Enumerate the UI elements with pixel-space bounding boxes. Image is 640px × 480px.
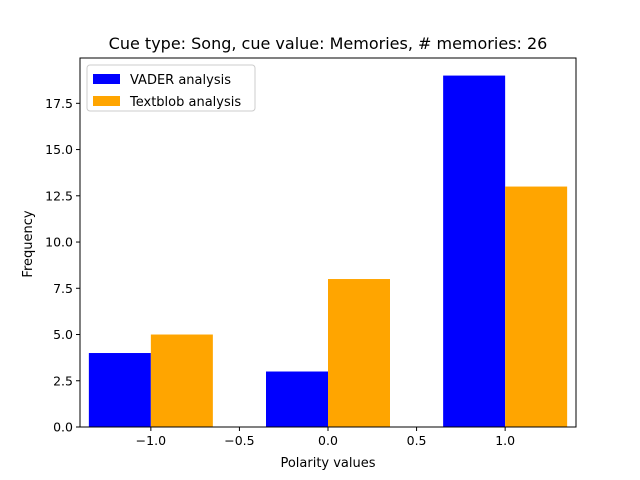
y-tick-label: 10.0 — [45, 235, 73, 250]
bar-vader-0 — [88, 353, 151, 427]
y-tick-label: 5.0 — [53, 327, 73, 342]
x-tick-label: 0.5 — [407, 433, 427, 448]
y-tick-label: 0.0 — [53, 420, 73, 435]
chart-title: Cue type: Song, cue value: Memories, # m… — [109, 34, 548, 53]
bar-vader-2 — [443, 75, 506, 428]
y-tick-label: 7.5 — [53, 281, 73, 296]
y-axis-label: Frequency — [21, 210, 36, 277]
legend-label-textblob: Textblob analysis — [129, 95, 241, 110]
axes-layer: −1.0 −0.5 0.0 0.5 1.0 0.0 2.5 5.0 7.5 10.0 12.5 15.… — [45, 57, 577, 448]
legend-swatch-textblob — [93, 96, 120, 106]
x-tick-label: −1.0 — [136, 433, 166, 448]
x-tick-label: −0.5 — [224, 433, 254, 448]
x-tick-label: 1.0 — [495, 433, 515, 448]
bar-textblob-0 — [150, 334, 213, 427]
legend-label-vader: VADER analysis — [130, 73, 231, 88]
x-tick-label: 0.0 — [318, 433, 338, 448]
bar-textblob-2 — [505, 186, 568, 427]
bar-textblob-1 — [328, 279, 390, 427]
legend-swatch-vader — [93, 74, 120, 84]
y-tick-label: 12.5 — [45, 188, 73, 203]
bars-layer — [88, 75, 568, 428]
y-tick-label: 15.0 — [45, 142, 73, 157]
x-axis-label: Polarity values — [280, 456, 375, 471]
legend-box — [86, 64, 256, 112]
y-tick-label: 17.5 — [45, 96, 73, 111]
y-tick-label: 2.5 — [53, 373, 73, 388]
bar-vader-1 — [266, 371, 328, 427]
legend: VADER analysis Textblob analysis — [86, 64, 256, 112]
